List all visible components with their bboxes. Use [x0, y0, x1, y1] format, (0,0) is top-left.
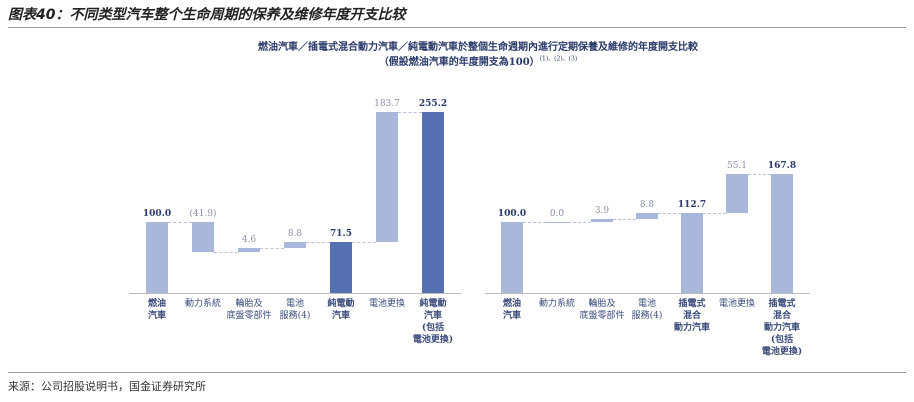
x-tick-label: 輪胎及 底盤零部件 [226, 299, 272, 321]
bar [546, 221, 568, 223]
connector [658, 212, 681, 214]
x-tick-label: 輪胎及 底盤零部件 [579, 299, 625, 321]
source: 来源：公司招股说明书，国金证券研究所 [8, 380, 206, 393]
value-label: 255.2 [418, 98, 448, 109]
x-tick-label: 純電動 汽車 [327, 299, 355, 321]
value-label: 8.8 [639, 199, 655, 210]
subtitle: （假設燃油汽車的年度開支為100） [378, 57, 540, 68]
x-tick-label: 動力系統 [184, 299, 221, 309]
x-tick-label: 純電動 汽車 (包括 電池更換) [412, 299, 454, 345]
connector [168, 221, 192, 223]
connector [260, 248, 284, 250]
x-tick-label: 燃油 汽車 [502, 299, 521, 321]
x-tick-label: 電池更換 [718, 299, 755, 309]
bar [330, 242, 352, 293]
header-rule [8, 27, 906, 28]
x-tick-label: 電池 服務(4) [279, 299, 311, 321]
bar [422, 111, 444, 293]
bar [501, 221, 523, 293]
value-label: 167.8 [767, 160, 797, 171]
connector [523, 221, 546, 223]
bar [636, 212, 658, 220]
value-label: 100.0 [142, 208, 172, 219]
value-label: 112.7 [677, 199, 707, 210]
figure-title: 图表40：不同类型汽车整个生命周期的保养及维修年度开支比较 [8, 7, 406, 23]
chart-title: 燃油汽車／插電式混合動力汽車／純電動汽車於整個生命週期內進行定期保養及維修的年度… [258, 42, 698, 53]
x-tick-label: 動力系統 [538, 299, 575, 309]
bar [192, 221, 214, 252]
value-label: 71.5 [330, 229, 352, 240]
x-tick-label: 燃油 汽車 [147, 299, 166, 321]
bar [376, 111, 398, 243]
x-axis [484, 293, 810, 294]
bar [591, 219, 613, 222]
connector [568, 221, 591, 223]
subtitle-note: (1)、(2)、(3) [539, 55, 578, 63]
value-label: 3.9 [594, 206, 610, 217]
bar [238, 248, 260, 252]
bar [771, 173, 793, 293]
bar [681, 212, 703, 293]
value-label: 55.1 [726, 160, 748, 171]
connector [398, 111, 422, 113]
connector [703, 212, 726, 214]
connector [613, 219, 636, 221]
value-label: 8.8 [287, 229, 303, 240]
connector [352, 242, 376, 244]
connector [748, 173, 771, 175]
x-tick-label: 插電式 混合 動力汽車 (包括 電池更換) [761, 299, 803, 357]
value-label: 4.6 [241, 235, 257, 246]
x-tick-label: 電池 服務(4) [631, 299, 663, 321]
x-tick-label: 插電式 混合 動力汽車 [673, 299, 710, 333]
value-label: 0.0 [549, 208, 565, 219]
x-axis [129, 293, 461, 294]
x-tick-label: 電池更換 [368, 299, 405, 309]
bar [726, 173, 748, 213]
connector [214, 251, 238, 253]
value-label: 183.7 [374, 98, 400, 109]
connector [306, 242, 330, 244]
footer-rule [8, 372, 906, 373]
value-label: 100.0 [497, 208, 527, 219]
chart-subtitle: （假設燃油汽車的年度開支為100）(1)、(2)、(3) [0, 53, 914, 68]
value-label: (41.9) [189, 208, 217, 219]
bar [146, 221, 168, 293]
bar [284, 242, 306, 249]
